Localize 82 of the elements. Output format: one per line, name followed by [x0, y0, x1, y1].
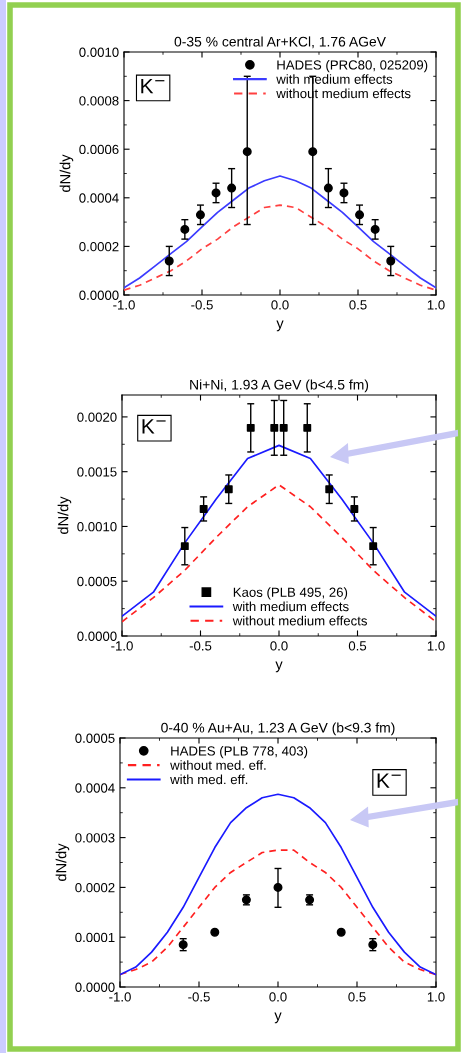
x-axis-title: y	[274, 1012, 282, 1024]
legend-label: Kaos (PLB 495, 26)	[233, 587, 348, 600]
y-tick-label: 0.0002	[75, 882, 115, 893]
legend-label: HADES (PLB 778, 403)	[171, 745, 308, 759]
point	[199, 504, 208, 513]
legend-label: without med. eff.	[170, 760, 266, 770]
point	[180, 542, 189, 551]
point	[368, 940, 378, 950]
annotation: K$^{−}$	[377, 773, 401, 788]
point	[178, 940, 188, 950]
point	[279, 423, 288, 432]
legend-label: without medium effects	[232, 615, 367, 626]
x-axis-title: y	[276, 320, 284, 332]
point	[355, 210, 365, 220]
point	[323, 183, 333, 193]
annotation: K$^{−}$	[141, 78, 165, 94]
line-series	[120, 793, 436, 976]
point	[242, 147, 252, 157]
point	[195, 210, 205, 220]
point	[211, 188, 221, 198]
y-tick-label: 0.0005	[77, 576, 117, 587]
point	[164, 256, 174, 266]
y-tick-label: 0.0008	[79, 96, 119, 106]
y-tick-label: 0.0004	[79, 193, 119, 203]
x-tick-label: -0.5	[188, 992, 210, 1002]
point	[227, 183, 237, 193]
x-tick-label: -0.5	[189, 641, 212, 651]
x-tick-label: -1.0	[113, 300, 135, 310]
point	[370, 224, 380, 234]
y-tick-label: 0.0001	[75, 932, 115, 943]
point	[246, 423, 255, 432]
x-tick-label: 1.0	[427, 300, 445, 310]
chart-title: 0-40 % Au+Au, 1.23 A GeV (b<9.3 fm)	[161, 722, 395, 736]
legend-label: HADES (PRC80, 025209)	[277, 59, 428, 73]
point	[270, 423, 279, 432]
x-tick-label: 0.0	[269, 992, 287, 1002]
y-tick-label: 0.0000	[79, 290, 119, 300]
point	[336, 927, 346, 937]
point	[180, 224, 190, 234]
x-tick-label: -1.0	[109, 992, 131, 1002]
point	[224, 485, 233, 494]
chart-title: Ni+Ni, 1.93 A GeV (b<4.5 fm)	[190, 379, 369, 393]
x-tick-label: 0.0	[270, 641, 288, 651]
y-tick-label: 0.0010	[77, 522, 117, 532]
y-tick-label: 0.0005	[75, 733, 115, 743]
point	[386, 256, 396, 266]
y-axis-title: dN/dy	[57, 496, 72, 534]
line-series	[124, 204, 436, 291]
x-tick-label: 1.0	[427, 641, 445, 651]
y-tick-label: 0.0000	[75, 982, 115, 992]
y-tick-label: 0.0000	[77, 631, 117, 641]
y-tick-label: 0.0004	[75, 783, 115, 793]
x-tick-label: 0.0	[271, 300, 289, 310]
legend-label: with medium effects	[232, 601, 349, 612]
y-axis-title: dN/dy	[55, 843, 70, 881]
point	[303, 423, 312, 432]
legend-label: with med. eff.	[170, 774, 248, 785]
x-tick-label: 0.5	[349, 300, 367, 310]
y-tick-label: 0.0010	[79, 47, 119, 57]
x-tick-label: 0.5	[348, 641, 367, 651]
y-tick-label: 0.0002	[79, 241, 119, 252]
y-axis-title: dN/dy	[59, 154, 74, 192]
y-tick-label: 0.0003	[75, 833, 115, 843]
point	[350, 504, 359, 513]
line-series	[124, 175, 436, 289]
y-tick-label: 0.0006	[79, 144, 119, 155]
point	[369, 542, 378, 551]
x-tick-label: -0.5	[191, 300, 213, 310]
x-tick-label: 0.5	[348, 992, 366, 1002]
x-tick-label: 1.0	[427, 992, 445, 1002]
line-series	[120, 849, 436, 976]
y-tick-label: 0.0015	[77, 467, 117, 477]
point	[339, 188, 349, 198]
y-tick-label: 0.0020	[77, 412, 117, 422]
point	[308, 147, 318, 157]
x-tick-label: -1.0	[111, 641, 133, 651]
point	[210, 927, 220, 937]
point	[273, 882, 283, 892]
chart-title: 0-35 % central Ar+KCl, 1.76 AGeV	[174, 36, 386, 49]
point	[325, 485, 334, 494]
x-axis-title: y	[275, 661, 283, 673]
annotation: K$^{−}$	[142, 419, 166, 434]
